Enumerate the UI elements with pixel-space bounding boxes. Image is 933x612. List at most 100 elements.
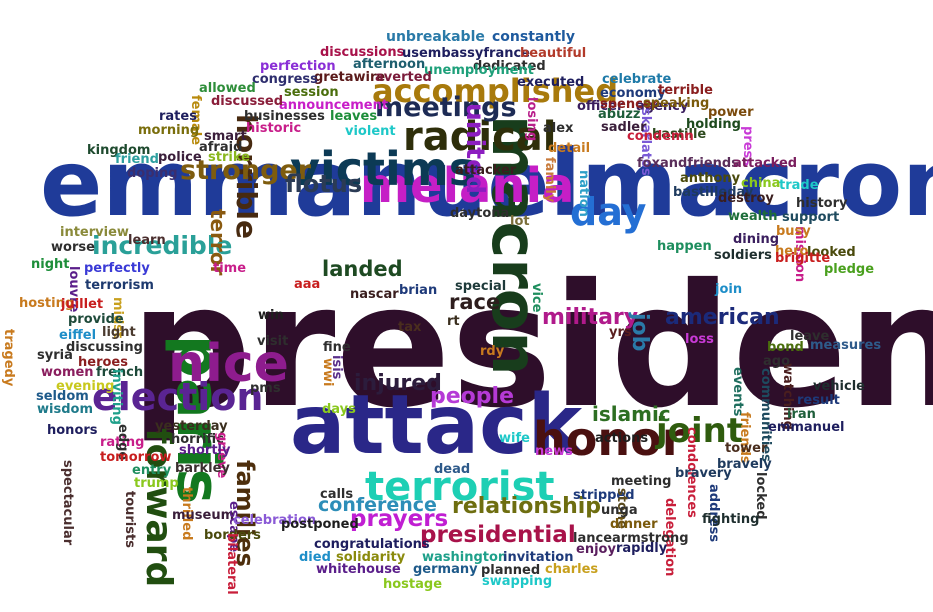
word-cloud-word: foxandfriends [637, 156, 739, 171]
word-cloud-word: discussed [211, 94, 284, 109]
word-cloud-word: barkley [175, 461, 230, 476]
word-cloud-word: rating [100, 435, 145, 450]
word-cloud-word: whitehouse [316, 562, 401, 577]
word-cloud-word: win [258, 308, 284, 323]
word-cloud-word: aaa [294, 277, 321, 292]
word-cloud-word: family [542, 157, 557, 203]
word-cloud-word: day [570, 190, 647, 234]
word-cloud-word: stripped [573, 488, 635, 503]
word-cloud-word: allowed [199, 81, 256, 96]
word-cloud-word: kingdom [87, 143, 151, 158]
word-cloud-word: military [542, 305, 639, 330]
word-cloud-word: conference [318, 494, 437, 516]
word-cloud-word: nascar [350, 287, 399, 302]
word-cloud-word: attack [290, 378, 583, 473]
word-cloud-word: fighting [702, 512, 760, 527]
word-cloud-word: french [96, 365, 144, 380]
word-cloud-word: honor [533, 412, 685, 466]
word-cloud-word: sadler [601, 120, 647, 135]
word-cloud-word: terrible [658, 83, 713, 98]
word-cloud-word: friend [115, 152, 159, 167]
word-cloud-word: looked [807, 245, 856, 260]
word-cloud-word: died [299, 550, 331, 565]
word-cloud-word: charles [545, 562, 599, 577]
word-cloud-word: lot [510, 214, 530, 229]
word-cloud-word: history [796, 196, 848, 211]
word-cloud-word: unga [601, 503, 638, 518]
word-cloud-word: brigitte [775, 251, 831, 266]
word-cloud-word: worse [51, 240, 95, 255]
word-cloud-word: anthony [680, 171, 741, 186]
word-cloud-word: measures [810, 338, 882, 353]
word-cloud-word: honors [47, 423, 98, 438]
word-cloud-word: attacker [455, 163, 517, 178]
word-cloud-word: hosting [19, 296, 75, 311]
word-cloud-word: support [782, 210, 840, 225]
word-cloud-word: historic [246, 121, 302, 136]
word-cloud-word: meetings [375, 92, 517, 123]
word-cloud-word: losing [524, 97, 539, 142]
word-cloud-word: congratulations [314, 537, 430, 552]
word-cloud-word: violent [345, 124, 396, 139]
word-cloud-word: tragedy [1, 329, 16, 387]
word-cloud-word: race [449, 290, 501, 314]
word-cloud-word: unemployment [424, 63, 534, 78]
word-cloud-word: brian [399, 283, 438, 298]
word-cloud-word: special [455, 279, 507, 294]
word-cloud-word: rapidly [616, 541, 668, 556]
word-cloud-word: join [715, 282, 743, 297]
word-cloud-word: election [92, 375, 264, 419]
word-cloud-word: president [130, 248, 933, 446]
word-cloud-word: stronger [180, 155, 312, 186]
word-cloud-word: celebration [233, 513, 317, 528]
word-cloud-word: terrorist [365, 464, 555, 510]
word-cloud-word: trump [134, 476, 179, 491]
word-cloud-word: evening [56, 379, 115, 394]
word-cloud-word: bravely [717, 457, 772, 472]
word-cloud-word: landed [322, 257, 403, 281]
word-cloud-word: daytona [450, 206, 510, 221]
word-cloud-word: heroes [78, 355, 128, 370]
word-cloud-word: ago [763, 354, 791, 369]
word-cloud-word: discussions [320, 45, 405, 60]
word-cloud-word: rdy [480, 344, 505, 359]
word-cloud-word: flotus [285, 170, 363, 198]
word-cloud-word: spectacular [60, 460, 75, 546]
word-cloud-word: rates [159, 109, 197, 124]
word-cloud-word: planned [481, 563, 541, 578]
word-cloud-word: afternoon [353, 57, 426, 72]
word-cloud-word: beautiful [520, 46, 587, 61]
word-cloud-word: wisdom [37, 402, 93, 417]
word-cloud-word: seldom [36, 389, 89, 404]
word-cloud-word: joint [656, 411, 744, 451]
word-cloud-word: economy [600, 86, 666, 101]
word-cloud-word: bravery [675, 466, 732, 481]
word-cloud-word: syria [37, 348, 73, 363]
word-cloud-word: destroy [718, 191, 774, 206]
word-cloud-word: wealth [728, 209, 778, 224]
word-cloud-word: entry [132, 463, 172, 478]
word-cloud-word: meeting [611, 474, 672, 489]
word-cloud-word: prayers [350, 506, 449, 532]
word-cloud-word: swapping [482, 574, 553, 589]
word-cloud-word: celebrate [602, 72, 672, 87]
word-cloud-word: invitation [503, 550, 574, 565]
word-cloud-word: dedicated [473, 59, 546, 74]
word-cloud-word: news [535, 444, 573, 459]
word-cloud-word: vehicle [813, 379, 865, 394]
word-cloud-word: learn [128, 233, 166, 248]
word-cloud-word: condemn [627, 129, 694, 144]
word-cloud-word: loss [685, 332, 714, 347]
word-cloud-word: time [213, 261, 247, 276]
word-cloud-word: businesses [244, 109, 325, 124]
word-cloud-word: islamic [592, 402, 671, 426]
word-cloud-word: postponed [281, 517, 359, 532]
word-cloud-word: busy [776, 224, 811, 239]
word-cloud-word: bilateral [224, 533, 239, 595]
word-cloud-word: session [284, 85, 339, 100]
word-cloud-word: provide [68, 312, 124, 327]
word-cloud-word: nice [168, 334, 289, 394]
word-cloud-word: museum [172, 508, 235, 523]
word-cloud-word: china [741, 176, 781, 191]
